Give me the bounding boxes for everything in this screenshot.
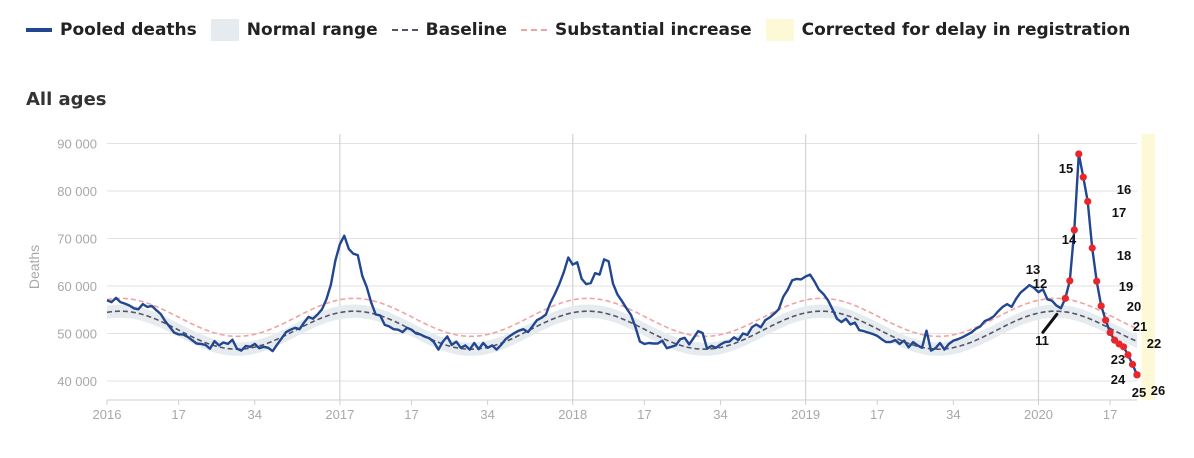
x-tick-label: 17 [171, 407, 185, 422]
y-tick-label: 70 000 [57, 232, 97, 247]
week-marker-label: 21 [1133, 319, 1147, 334]
week-marker-point [1124, 351, 1132, 359]
week-marker-point [1102, 316, 1110, 324]
legend-item-pooled-deaths[interactable]: Pooled deaths [26, 20, 197, 40]
series-lines [106, 152, 1139, 376]
week-marker-label: 16 [1117, 182, 1131, 197]
week-marker-point [1075, 150, 1083, 158]
y-tick-label: 90 000 [57, 137, 97, 152]
x-tick-label: 34 [248, 407, 262, 422]
week-11-pointer [1041, 312, 1059, 334]
legend-swatch-dashed-icon [391, 29, 418, 31]
x-tick-label: 2019 [791, 407, 820, 422]
chart-legend: Pooled deaths Normal range Baseline Subs… [26, 17, 1144, 43]
legend-swatch-box-icon [210, 19, 239, 41]
week-marker-point [1133, 371, 1141, 379]
x-tick-label: 34 [480, 407, 494, 422]
x-tick-label: 17 [1103, 407, 1117, 422]
week-marker-point [1079, 173, 1087, 181]
week-marker-label: 20 [1127, 299, 1141, 314]
x-tick-label: 17 [404, 407, 418, 422]
week-marker-label: 15 [1059, 161, 1073, 176]
legend-item-corrected[interactable]: Corrected for delay in registration [765, 19, 1131, 41]
legend-label: Substantial increase [555, 20, 752, 40]
corrected-region [1141, 134, 1155, 400]
week-marker-point [1084, 197, 1092, 206]
week-marker-point [1119, 343, 1128, 351]
week-marker-point [1106, 328, 1114, 337]
y-axis-label: Deaths [26, 245, 42, 289]
substantial-increase-line [106, 297, 1138, 338]
week-marker-label: 17 [1112, 205, 1126, 220]
x-tick-label: 34 [946, 407, 960, 422]
gridlines [107, 134, 1137, 400]
legend-swatch-dashed-icon [521, 29, 548, 31]
legend-label: Pooled deaths [60, 20, 197, 40]
normal-range-band [107, 304, 1137, 356]
legend-swatch-box-icon [765, 19, 794, 41]
week-marker-point [1088, 244, 1096, 252]
baseline-line [106, 310, 1138, 351]
x-tick-label: 2016 [93, 407, 122, 422]
x-tick-label: 17 [637, 407, 651, 422]
x-tick-label: 2017 [325, 407, 354, 422]
x-tick-label: 2018 [558, 407, 587, 422]
week-marker-label: 19 [1119, 279, 1133, 294]
legend-label: Normal range [246, 20, 378, 40]
week-marker-label: 18 [1117, 248, 1131, 263]
legend-item-normal-range[interactable]: Normal range [210, 19, 378, 41]
week-marker-label: 23 [1111, 352, 1125, 367]
normal-range-area [107, 304, 1137, 356]
week-marker-point [1070, 226, 1078, 234]
legend-label: Baseline [425, 20, 508, 40]
legend-item-substantial-increase[interactable]: Substantial increase [521, 20, 752, 40]
week-marker-label: 22 [1147, 336, 1161, 351]
week-marker-label: 12 [1033, 276, 1047, 291]
week-marker-label: 25 [1132, 385, 1146, 400]
week-marker-point [1097, 302, 1105, 310]
axes: 2016 17 34 2017 17 34 2018 17 34 2019 17 34 2020 17 40… [26, 137, 1137, 422]
y-tick-label: 40 000 [57, 374, 97, 389]
week-marker-point [1066, 277, 1074, 285]
x-tick-label: 2020 [1024, 407, 1053, 422]
y-tick-label: 50 000 [57, 327, 97, 342]
week-marker-label: 26 [1151, 383, 1165, 398]
y-tick-label: 80 000 [57, 184, 97, 199]
week-marker-label: 13 [1026, 262, 1040, 277]
legend-swatch-line-icon [26, 28, 52, 32]
week-marker-point [1093, 277, 1101, 285]
pooled-deaths-line [106, 152, 1139, 376]
x-tick-label: 34 [713, 407, 727, 422]
y-tick-label: 60 000 [57, 279, 97, 294]
week-marker-label: 24 [1111, 372, 1126, 387]
section-title: All ages [26, 89, 107, 110]
week-marker-point [1061, 294, 1069, 302]
week-marker-label: 14 [1062, 232, 1077, 247]
week-marker-label: 11 [1035, 333, 1049, 348]
week-marker-point [1128, 360, 1137, 368]
legend-item-baseline[interactable]: Baseline [391, 20, 508, 40]
legend-label: Corrected for delay in registration [801, 20, 1131, 40]
x-tick-label: 17 [870, 407, 884, 422]
corrected-region-rect [1141, 134, 1155, 400]
